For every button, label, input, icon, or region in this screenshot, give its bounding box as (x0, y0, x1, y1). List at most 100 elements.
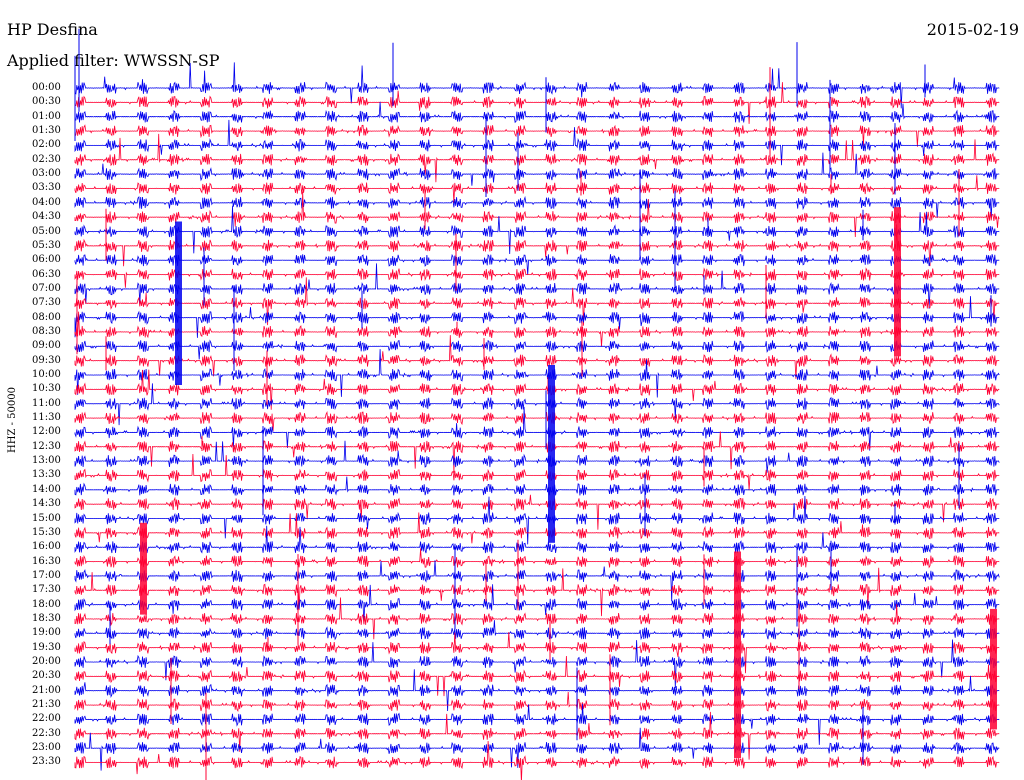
trace-row (74, 495, 1000, 545)
seismic-trace (74, 406, 1000, 451)
time-label: 11:30 (32, 412, 61, 424)
trace-row (74, 82, 1000, 124)
trace-row (74, 277, 1000, 326)
seismic-trace (74, 152, 1000, 186)
trace-row (74, 205, 1000, 255)
time-label: 10:30 (32, 383, 61, 395)
seismic-trace (74, 560, 1000, 602)
trace-row (74, 349, 1000, 398)
time-label: 07:00 (32, 282, 61, 294)
seismic-trace (74, 369, 1000, 410)
seismic-trace (74, 410, 1000, 432)
seismic-trace (74, 639, 1000, 688)
trace-row (74, 560, 1000, 602)
time-label: 19:00 (32, 627, 61, 639)
time-label: 21:30 (32, 699, 61, 711)
time-label: 06:30 (32, 268, 61, 280)
seismic-trace (74, 277, 1000, 326)
trace-row (74, 584, 1000, 624)
seismic-trace (74, 383, 1000, 426)
seismic-trace (74, 339, 1000, 360)
time-label: 23:00 (32, 742, 61, 754)
time-label: 13:00 (32, 455, 61, 467)
trace-row (74, 620, 1000, 641)
seismic-trace (74, 253, 1000, 276)
trace-row (74, 267, 1000, 288)
trace-row (74, 410, 1000, 432)
time-label: 05:00 (32, 225, 61, 237)
time-label: 19:30 (32, 641, 61, 653)
time-label: 21:00 (32, 684, 61, 696)
trace-row (74, 311, 1000, 347)
trace-row (74, 512, 1000, 544)
seismic-trace (74, 133, 1000, 183)
time-label: 22:00 (32, 713, 61, 725)
time-label: 23:30 (32, 756, 61, 768)
trace-row (74, 224, 1000, 267)
time-label: 20:30 (32, 670, 61, 682)
seismic-trace (74, 703, 1000, 745)
time-label: 05:30 (32, 239, 61, 251)
time-label: 04:30 (32, 211, 61, 223)
trace-row (74, 567, 1000, 617)
trace-row (74, 525, 1000, 554)
time-label: 01:30 (32, 125, 61, 137)
seismic-trace (74, 548, 1000, 569)
time-label: 17:30 (32, 584, 61, 596)
time-label: 09:00 (32, 340, 61, 352)
seismic-trace (74, 205, 1000, 255)
seismic-trace (74, 494, 1000, 530)
seismic-trace (74, 62, 1000, 109)
time-label: 00:30 (32, 96, 61, 108)
trace-row (74, 406, 1000, 451)
seismic-trace (74, 349, 1000, 398)
trace-row (74, 175, 1000, 204)
trace-row (74, 119, 1000, 166)
seismic-trace (74, 525, 1000, 554)
seismic-trace (74, 175, 1000, 204)
time-label: 08:00 (32, 311, 61, 323)
time-label: 16:30 (32, 555, 61, 567)
seismic-trace (74, 512, 1000, 544)
trace-row (74, 669, 1000, 712)
seismic-trace (74, 727, 1000, 771)
time-label: 09:30 (32, 354, 61, 366)
time-label: 02:30 (32, 153, 61, 165)
seismic-trace (74, 335, 1000, 379)
seismic-trace (74, 267, 1000, 288)
time-label: 11:00 (32, 397, 61, 409)
time-label: 12:30 (32, 440, 61, 452)
trace-row (74, 440, 1000, 473)
seismic-event-burst (894, 207, 901, 357)
seismic-trace (74, 495, 1000, 545)
trace-row (74, 727, 1000, 771)
time-label: 17:00 (32, 569, 61, 581)
trace-row (74, 548, 1000, 569)
seismic-trace (74, 296, 1000, 338)
seismic-event-burst (175, 221, 182, 385)
trace-row (74, 711, 1000, 760)
seismic-trace (74, 195, 1000, 219)
seismic-event-burst (734, 551, 741, 759)
time-label: 16:00 (32, 541, 61, 553)
time-label: 20:00 (32, 656, 61, 667)
trace-row (74, 253, 1000, 276)
time-label: 03:30 (32, 182, 61, 194)
seismic-trace (74, 101, 1000, 124)
seismic-event-burst (140, 522, 147, 615)
time-label: 14:00 (32, 483, 61, 495)
trace-row (74, 691, 1000, 713)
trace-row (74, 263, 1000, 309)
time-label: 14:30 (32, 498, 61, 510)
seismic-trace (74, 263, 1000, 309)
trace-row (74, 195, 1000, 219)
seismic-trace (74, 740, 1000, 780)
time-label: 06:00 (32, 254, 61, 266)
trace-row (74, 339, 1000, 360)
trace-row (74, 101, 1000, 124)
trace-row (74, 335, 1000, 379)
seismic-trace (74, 191, 1000, 238)
seismic-trace (74, 311, 1000, 347)
time-label: 01:00 (32, 110, 61, 122)
